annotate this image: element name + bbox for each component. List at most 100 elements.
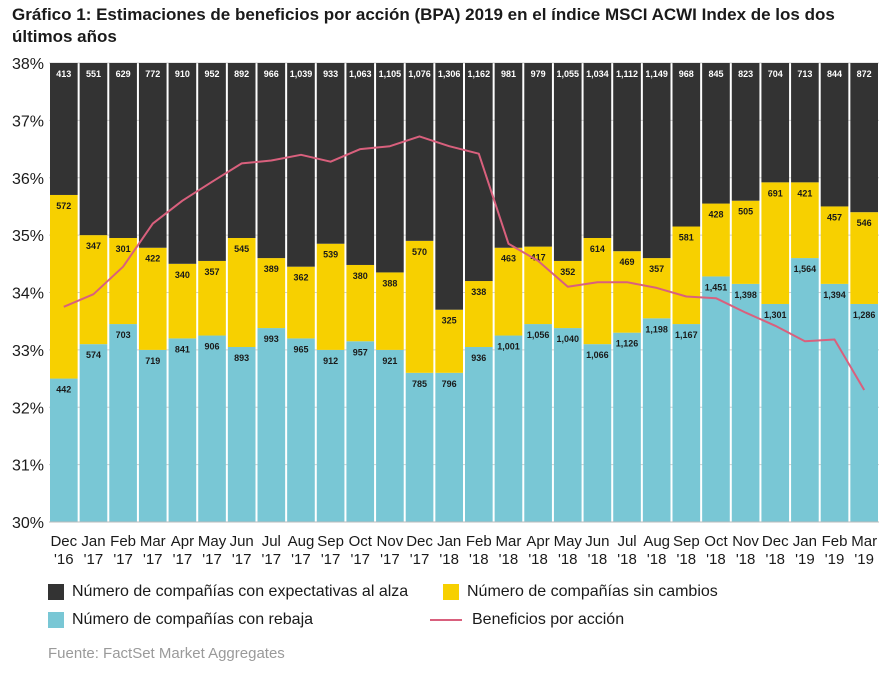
bar-label-rebaja: 993 [264, 334, 279, 344]
bar-segment-sin_cambios [50, 194, 78, 379]
bar-segment-sin_cambios [257, 258, 286, 329]
x-tick-label: Jan '19 [793, 533, 817, 568]
bar-label-sin_cambios: 380 [353, 271, 368, 281]
bar-label-sin_cambios: 325 [442, 316, 457, 326]
bar-label-sin_cambios: 388 [382, 278, 397, 288]
y-tick-label: 38% [12, 56, 44, 73]
x-tick-label: Jan '17 [81, 533, 105, 568]
bar-segment-alza [702, 63, 730, 204]
bar-label-sin_cambios: 428 [708, 210, 723, 220]
source-note: Fuente: FactSet Market Aggregates [48, 645, 285, 662]
bar-label-rebaja: 1,040 [556, 334, 579, 344]
legend-swatch-bpa [430, 619, 462, 621]
eps-line [63, 135, 866, 391]
y-tick-label: 32% [12, 400, 44, 417]
bar-segment-sin_cambios [138, 247, 167, 350]
bar-segment-alza [791, 63, 819, 183]
bar-segment-sin_cambios [583, 237, 612, 345]
bar-segment-rebaja [168, 338, 197, 522]
bar-label-rebaja: 1,301 [764, 310, 787, 320]
bar-label-alza: 872 [857, 69, 872, 79]
x-tick-label: Aug '17 [288, 533, 315, 568]
bar-label-rebaja: 442 [56, 385, 71, 395]
bar-segment-alza [138, 63, 167, 248]
x-tick-label: Nov '18 [732, 533, 759, 568]
x-tick-label: Jun '18 [585, 533, 609, 568]
legend-swatch-rebaja [48, 612, 64, 628]
bar-segment-rebaja [820, 283, 849, 522]
bar-label-rebaja: 893 [234, 353, 249, 363]
bar-label-sin_cambios: 546 [857, 218, 872, 228]
bar-segment-rebaja [524, 324, 552, 522]
bar-label-rebaja: 574 [86, 350, 101, 360]
bar-label-rebaja: 957 [353, 347, 368, 357]
bar-label-alza: 1,034 [586, 69, 609, 79]
bar-label-rebaja: 719 [145, 356, 160, 366]
bar-segment-sin_cambios [731, 200, 760, 284]
bar-label-alza: 1,055 [556, 69, 579, 79]
bar-label-rebaja: 785 [412, 379, 427, 389]
bar-label-sin_cambios: 614 [590, 244, 605, 254]
bar-label-alza: 1,112 [616, 69, 638, 79]
bar-segment-rebaja [702, 276, 730, 522]
bar-label-alza: 910 [175, 69, 190, 79]
bar-segment-rebaja [50, 378, 78, 522]
bar-segment-alza [227, 63, 256, 238]
bar-label-sin_cambios: 421 [797, 188, 812, 198]
bar-label-sin_cambios: 545 [234, 244, 249, 254]
bar-label-alza: 1,162 [468, 69, 491, 79]
bar-segment-rebaja [109, 324, 137, 522]
bar-label-sin_cambios: 347 [86, 241, 101, 251]
x-tick-label: Apr '17 [171, 533, 194, 568]
bar-segment-sin_cambios [791, 182, 819, 259]
bar-segment-sin_cambios [346, 264, 375, 342]
x-tick-label: Apr '18 [526, 533, 549, 568]
y-tick-label: 35% [12, 228, 44, 245]
bar-label-rebaja: 841 [175, 344, 190, 354]
bar-label-alza: 1,063 [349, 69, 372, 79]
bar-segment-alza [494, 63, 523, 248]
y-tick-label: 36% [12, 171, 44, 188]
bar-segment-sin_cambios [376, 272, 404, 350]
x-tick-label: Oct '18 [704, 533, 728, 568]
bar-label-rebaja: 1,056 [527, 330, 550, 340]
bar-segment-alza [435, 63, 463, 310]
y-tick-label: 33% [12, 343, 44, 360]
bar-label-rebaja: 936 [471, 353, 486, 363]
bar-label-rebaja: 965 [293, 344, 308, 354]
bar-label-rebaja: 906 [205, 342, 220, 352]
bar-label-sin_cambios: 357 [205, 267, 220, 277]
bar-segment-alza [465, 63, 493, 282]
bar-label-alza: 844 [827, 69, 842, 79]
x-tick-label: Feb '17 [110, 533, 136, 568]
chart-title: Gráfico 1: Estimaciones de beneficios po… [12, 5, 835, 46]
bar-label-alza: 1,149 [645, 69, 668, 79]
bar-label-alza: 1,039 [290, 69, 313, 79]
bar-label-alza: 1,076 [408, 69, 431, 79]
bar-segment-rebaja [257, 328, 286, 522]
y-tick-label: 31% [12, 458, 44, 475]
bar-label-alza: 979 [531, 69, 546, 79]
bar-segment-rebaja [227, 347, 256, 522]
x-tick-label: Dec '18 [762, 533, 789, 568]
bar-segment-rebaja [79, 344, 108, 522]
bar-segment-rebaja [346, 341, 375, 522]
bar-label-alza: 952 [205, 69, 220, 79]
bar-segment-sin_cambios [494, 247, 523, 336]
y-tick-label: 34% [12, 286, 44, 303]
bar-segment-sin_cambios [79, 235, 108, 345]
bar-label-alza: 981 [501, 69, 516, 79]
legend-label-bpa: Beneficios por acción [472, 611, 625, 628]
bar-segment-sin_cambios [613, 251, 641, 333]
x-tick-label: Dec '16 [50, 533, 77, 568]
x-tick-label: May '17 [198, 533, 227, 568]
bar-segment-alza [820, 63, 849, 207]
bar-label-sin_cambios: 362 [293, 273, 308, 283]
x-tick-label: Aug '18 [643, 533, 670, 568]
bar-label-sin_cambios: 417 [531, 253, 546, 263]
stacked-bars [50, 63, 878, 522]
legend-item-sin-cambios: Número de compañías sin cambios [443, 583, 718, 601]
bar-segment-alza [316, 63, 345, 244]
bar-label-rebaja: 1,451 [705, 282, 728, 292]
x-tick-label: Mar '19 [851, 533, 877, 568]
